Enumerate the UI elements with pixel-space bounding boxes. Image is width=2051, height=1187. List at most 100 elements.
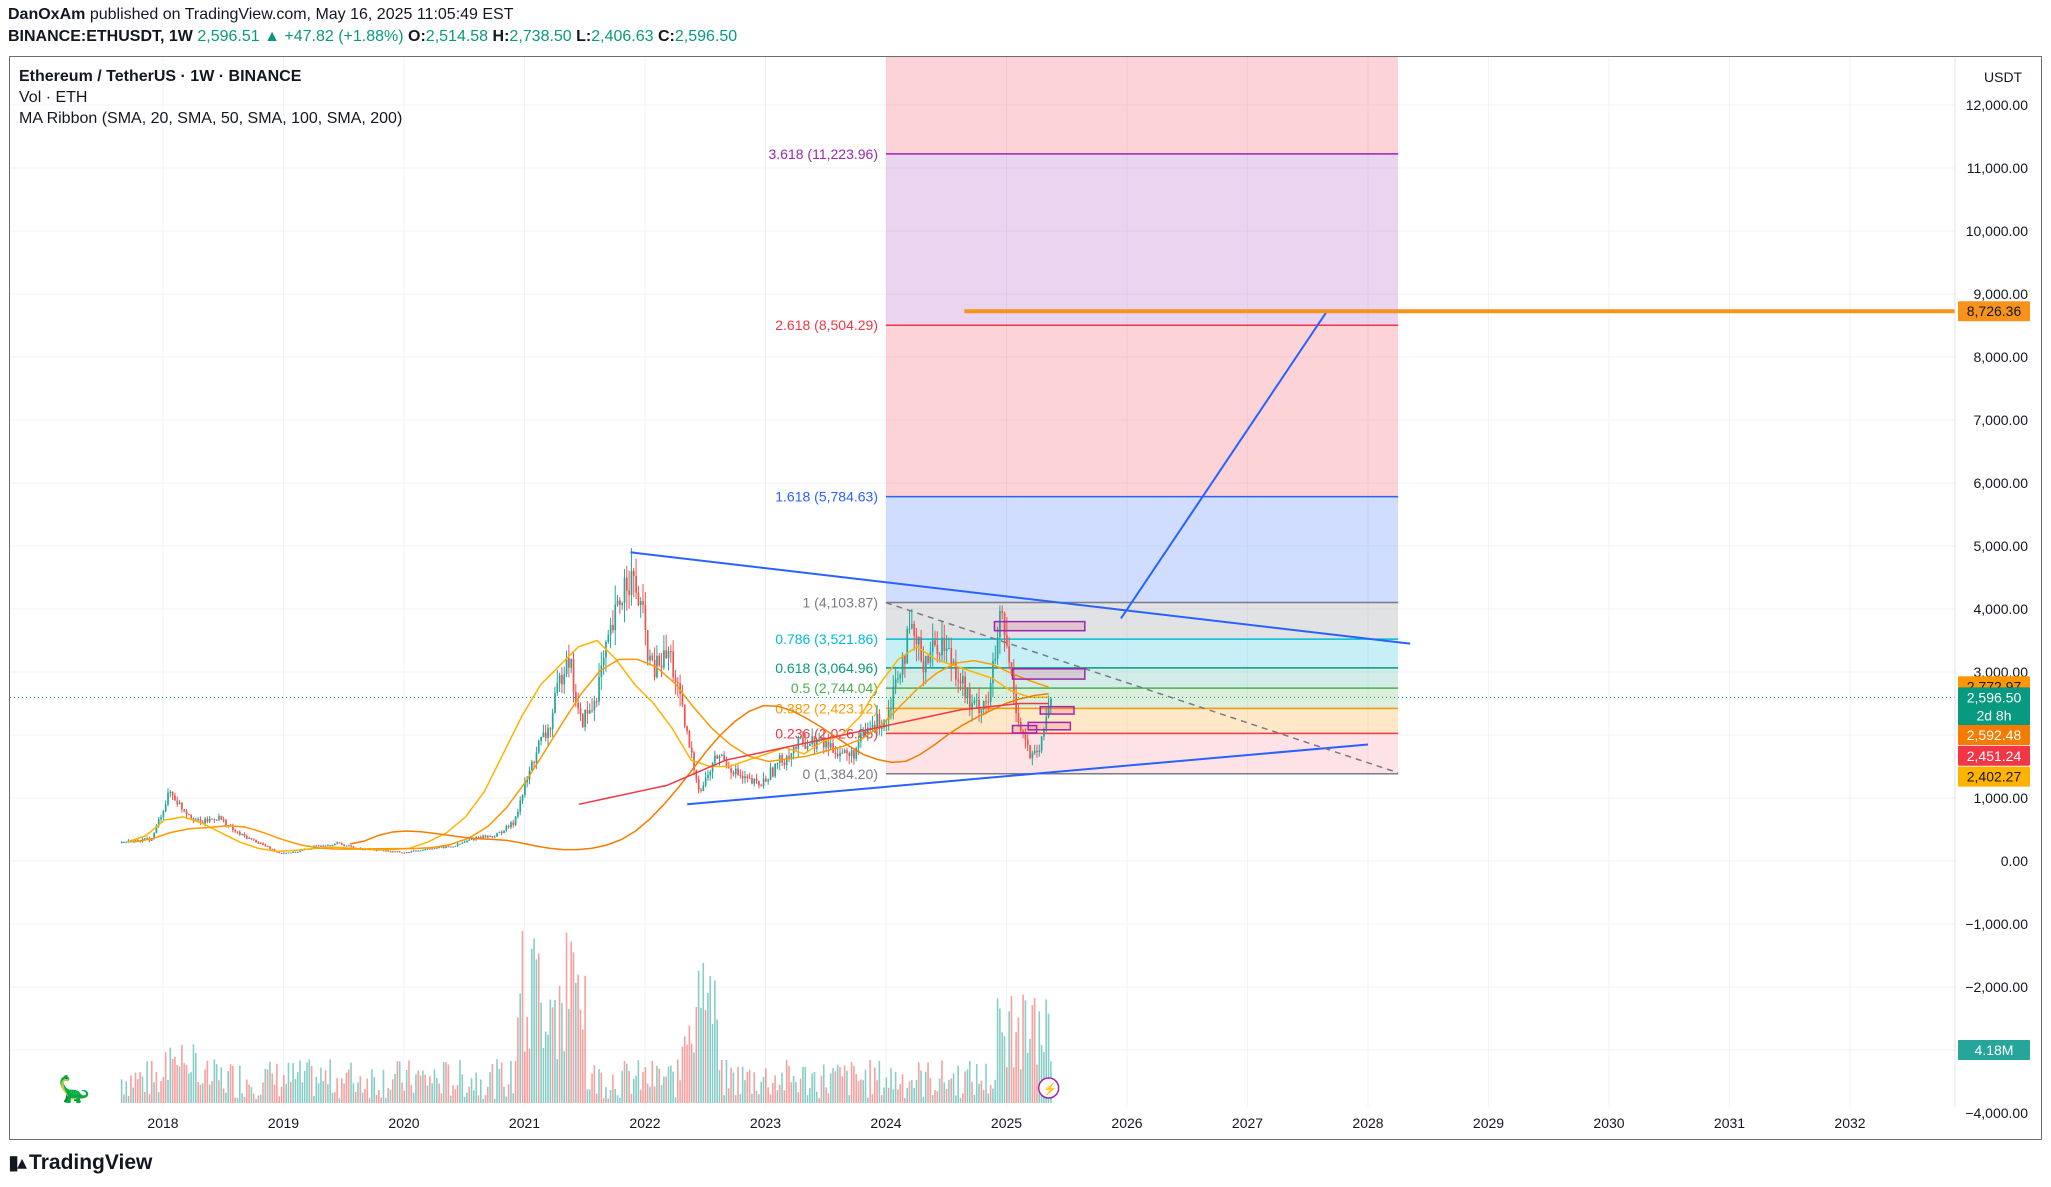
candle-body: [999, 610, 1001, 638]
candle-body: [294, 851, 297, 853]
candle-body: [278, 852, 281, 854]
volume-bar: [234, 1097, 236, 1103]
volume-bar: [366, 1078, 369, 1103]
volume-bar: [992, 1088, 994, 1103]
volume-bar: [285, 1083, 287, 1103]
fib-level-label: 2.618 (8,504.29): [775, 317, 878, 333]
volume-bar: [1015, 1032, 1017, 1103]
volume-bar: [429, 1076, 431, 1103]
candle-body: [734, 768, 737, 775]
volume-bar: [778, 1084, 781, 1103]
candle-body: [287, 852, 290, 854]
volume-bar: [510, 1061, 512, 1103]
volume-bar: [725, 1059, 728, 1103]
volume-bar: [127, 1095, 130, 1103]
price-label-box: [1958, 1040, 2030, 1060]
open-value: 2,514.58: [425, 28, 489, 45]
volume-bar: [741, 1066, 744, 1103]
volume-bar: [950, 1078, 953, 1103]
tradingview-logo[interactable]: ▮▴ TradingView: [8, 1150, 152, 1175]
candle-body: [765, 778, 767, 782]
candle-body: [873, 724, 876, 730]
publisher-name[interactable]: DanOxAm: [8, 6, 86, 23]
candle-body: [971, 702, 973, 710]
volume-bar: [475, 1072, 477, 1103]
volume-bar: [957, 1065, 959, 1103]
candle-body: [213, 818, 216, 821]
candle-body: [679, 683, 681, 695]
volume-bar: [1045, 999, 1048, 1103]
legend-volume[interactable]: Vol · ETH: [19, 89, 88, 106]
candle-body: [324, 845, 327, 847]
candle-body: [834, 752, 837, 755]
volume-bar: [384, 1097, 387, 1103]
volume-bar: [141, 1076, 144, 1103]
candle-body: [1003, 612, 1006, 636]
candle-body: [431, 848, 434, 850]
candle-body: [204, 818, 206, 824]
legend-title[interactable]: Ethereum / TetherUS · 1W · BINANCE: [19, 68, 302, 85]
volume-bar: [980, 1080, 983, 1103]
volume-bar: [322, 1081, 325, 1103]
volume-bar: [440, 1093, 443, 1103]
volume-bar: [431, 1083, 433, 1103]
candle-body: [470, 838, 473, 840]
candle-body: [561, 675, 563, 685]
volume-bar: [528, 1048, 531, 1103]
volume-bar: [721, 1059, 723, 1103]
price-label-box: [1958, 687, 2030, 708]
volume-bar: [1006, 1067, 1008, 1103]
volume-bar: [1012, 1067, 1015, 1103]
candle-body: [452, 846, 454, 848]
candle-body: [162, 811, 165, 818]
publish-info: DanOxAm published on TradingView.com, Ma…: [8, 6, 514, 24]
volume-bar: [1008, 1011, 1010, 1103]
legend-ma-ribbon[interactable]: MA Ribbon (SMA, 20, SMA, 50, SMA, 100, S…: [19, 110, 403, 127]
volume-bar: [167, 1079, 169, 1103]
volume-bar: [690, 1043, 693, 1103]
volume-bar: [273, 1084, 276, 1103]
volume-bar: [378, 1090, 380, 1103]
volume-bar: [194, 1053, 197, 1103]
volume-bar: [470, 1078, 473, 1103]
volume-bar: [556, 1058, 559, 1103]
volume-bar: [169, 1047, 172, 1103]
candle-body: [718, 756, 721, 759]
y-tick-label: −4,000.00: [1965, 1105, 2028, 1121]
candle-body: [273, 849, 276, 852]
volume-bar: [612, 1074, 614, 1103]
candle-body: [783, 762, 786, 765]
fib-zone: [886, 733, 1399, 774]
volume-bar: [493, 1098, 496, 1103]
plot-area: 3.618 (11,223.96) 2.618 (8,504.29) 1.618 (…: [10, 57, 1955, 1107]
volume-bar: [317, 1083, 320, 1103]
volume-bar: [792, 1075, 795, 1103]
candle-body: [563, 674, 566, 685]
candle-body: [292, 851, 295, 853]
volume-bar: [283, 1074, 285, 1103]
candle-body: [234, 829, 237, 832]
price-label-box: [1958, 766, 2030, 787]
candle-body: [880, 727, 883, 730]
volume-bar: [651, 1061, 654, 1103]
price-label-box: [1958, 705, 2030, 726]
candle-body: [178, 802, 181, 805]
candle-body: [551, 712, 554, 730]
volume-bar: [1001, 1032, 1004, 1103]
volume-bar: [1026, 1052, 1029, 1103]
volume-bar: [642, 1072, 644, 1103]
candle-body: [190, 814, 193, 818]
candle-body: [570, 658, 573, 668]
volume-bar: [544, 1031, 547, 1103]
volume-bar: [975, 1064, 978, 1103]
candle-body: [575, 691, 577, 703]
x-tick-label: 2028: [1352, 1115, 1383, 1131]
candle-body: [181, 802, 183, 810]
candle-body: [343, 844, 345, 846]
candle-body: [438, 846, 440, 848]
candle-body: [410, 851, 413, 853]
candle-body: [429, 848, 431, 850]
volume-bar: [748, 1069, 751, 1103]
candle-body: [913, 623, 916, 636]
